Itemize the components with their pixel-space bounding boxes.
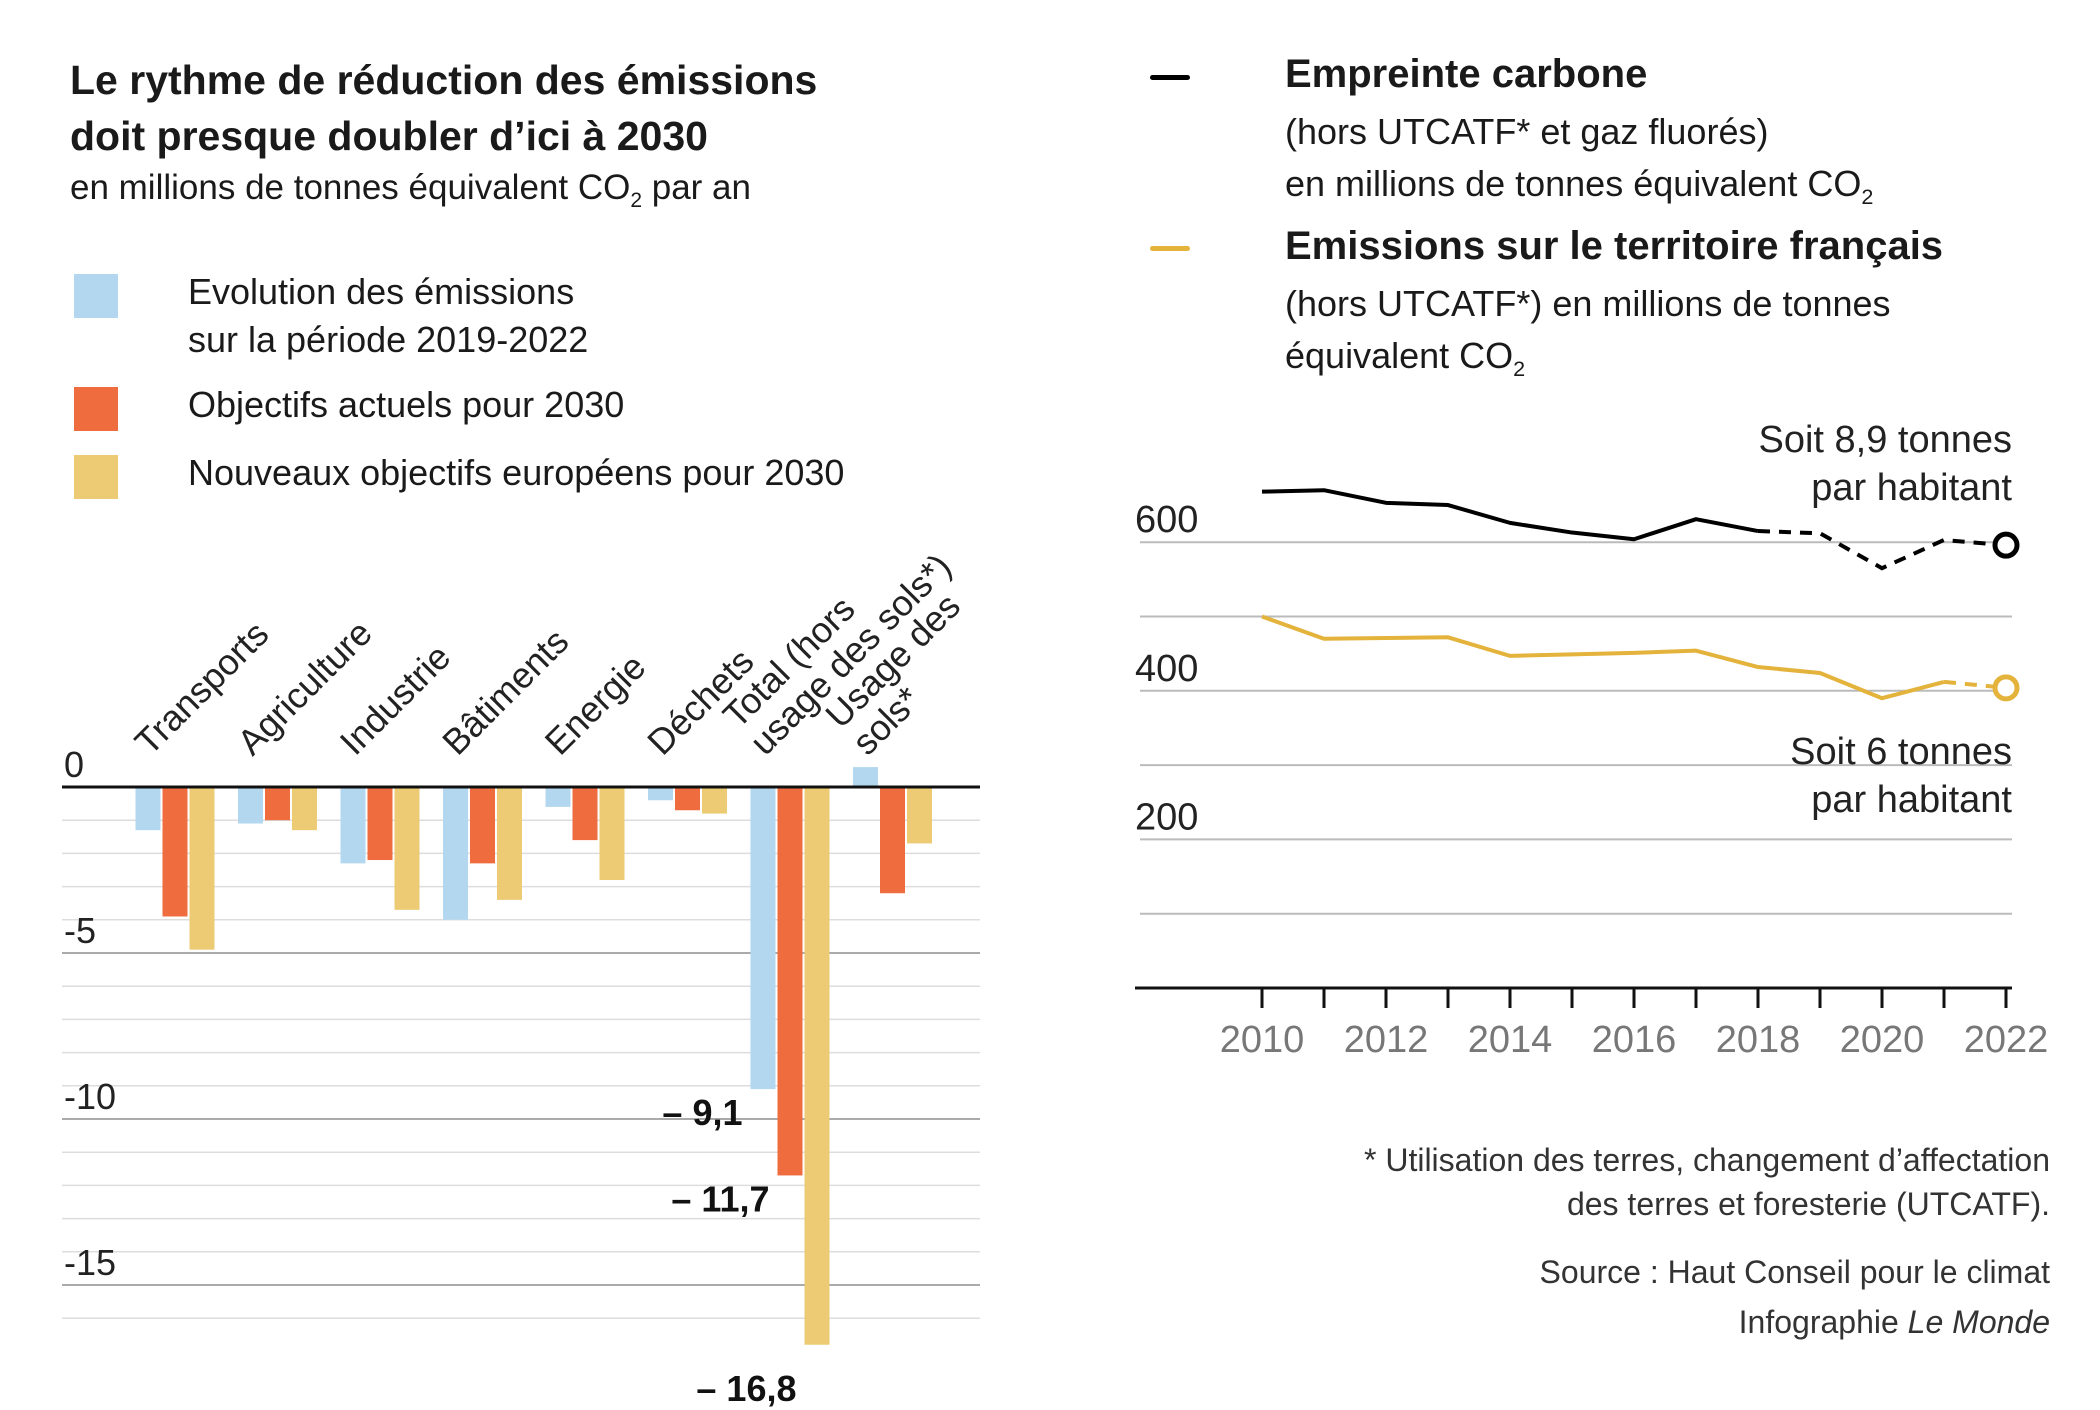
legend-line-black — [1150, 75, 1190, 80]
legend-swatch-orange — [74, 387, 118, 431]
line-x-tick-label: 2022 — [1964, 1019, 2049, 1061]
footnote-line1: * Utilisation des terres, changement d’a… — [1363, 1142, 2050, 1178]
source-text: Source : Haut Conseil pour le climat — [1539, 1254, 2050, 1290]
bar — [907, 787, 932, 844]
legend-label-line2: sur la période 2019-2022 — [188, 319, 589, 360]
legend-swatch-yellow — [74, 455, 118, 499]
total-data-label: – 16,8 — [696, 1368, 796, 1409]
bar — [599, 787, 625, 880]
total-data-label: – 9,1 — [662, 1092, 742, 1133]
bar — [750, 787, 776, 1090]
empreinte-line-solid — [1261, 488, 1759, 542]
legend-desc-empreinte: (hors UTCATF* et gaz fluorés) en million… — [1285, 106, 2065, 223]
bar — [777, 787, 803, 1176]
empreinte-line-dashed — [1757, 529, 1995, 571]
bar-y-tick-label: -5 — [64, 910, 96, 951]
legend-desc-emissions-2-sub: 2 — [1513, 356, 1526, 382]
legend-label-nouveaux-objectifs: Nouveaux objectifs européens pour 2030 — [188, 452, 845, 493]
footnote: * Utilisation des terres, changement d’a… — [1364, 1138, 2050, 1226]
credit-italic: Le Monde — [1907, 1304, 2050, 1340]
bar — [292, 787, 317, 831]
legend-desc-empreinte-2: en millions de tonnes équivalent CO2 — [1285, 158, 2065, 223]
line-y-tick-label: 600 — [1135, 499, 1198, 541]
legend-title-empreinte: Empreinte carbone — [1285, 52, 1648, 96]
legend-label-evolution: Evolution des émissions sur la période 2… — [188, 268, 1088, 364]
line-y-tick-label: 200 — [1135, 796, 1198, 838]
chart-title: Le rythme de réduction des émissions doi… — [70, 52, 817, 164]
annotation-emissions-2: par habitant — [1811, 779, 2012, 821]
line-x-tick-label: 2010 — [1220, 1019, 1305, 1061]
line-x-tick-label: 2012 — [1344, 1019, 1429, 1061]
credit-text: Infographie Le Monde — [1739, 1300, 2050, 1344]
legend-desc-empreinte-2-sub: 2 — [1861, 184, 1874, 210]
emissions-end-marker — [1992, 674, 2020, 702]
emissions-line-solid — [1261, 614, 1945, 701]
legend-line-gold — [1150, 246, 1190, 251]
bar — [497, 787, 522, 900]
bar — [367, 787, 393, 861]
bar — [265, 787, 290, 821]
line-x-tick-label: 2018 — [1716, 1019, 1801, 1061]
line-x-tick-label: 2014 — [1468, 1019, 1553, 1061]
chart-subtitle: en millions de tonnes équivalent CO2 par… — [70, 168, 751, 213]
legend-desc-emissions: (hors UTCATF*) en millions de tonnes équ… — [1285, 278, 2065, 395]
legend-label-line1: Evolution des émissions — [188, 271, 575, 312]
bar-y-tick-label: 0 — [64, 744, 84, 785]
annotation-emissions-1: Soit 6 tonnes — [1790, 731, 2012, 773]
empreinte-end-marker — [1992, 531, 2020, 559]
subtitle-text: en millions de tonnes équivalent CO — [70, 168, 631, 207]
line-x-tick-label: 2020 — [1840, 1019, 1925, 1061]
bar — [394, 787, 420, 910]
subtitle-suffix: par an — [642, 168, 751, 207]
legend-desc-empreinte-1: (hors UTCATF* et gaz fluorés) — [1285, 111, 1769, 152]
legend-title-emissions: Emissions sur le territoire français — [1285, 224, 1944, 268]
bar — [675, 787, 700, 811]
line-y-tick-label: 400 — [1135, 648, 1198, 690]
legend-desc-empreinte-2-text: en millions de tonnes équivalent CO — [1285, 163, 1862, 204]
legend-desc-emissions-1: (hors UTCATF*) en millions de tonnes — [1285, 283, 1891, 324]
legend-label-objectifs-actuels: Objectifs actuels pour 2030 — [188, 384, 625, 425]
legend-swatch-blue — [74, 274, 118, 318]
bar — [804, 787, 830, 1345]
bar — [238, 787, 263, 824]
bar — [880, 787, 905, 894]
annotation-empreinte-2: par habitant — [1811, 467, 2012, 509]
total-data-label: – 11,7 — [671, 1178, 769, 1219]
emissions-line-dashed — [1943, 679, 1995, 689]
bar — [135, 787, 161, 831]
bar — [702, 787, 727, 814]
annotation-empreinte-1: Soit 8,9 tonnes — [1758, 419, 2012, 461]
bar — [648, 787, 673, 801]
legend-desc-emissions-2: équivalent CO2 — [1285, 330, 2065, 395]
bar — [545, 787, 571, 807]
bar — [853, 767, 878, 787]
bar — [162, 787, 188, 917]
bar — [572, 787, 598, 841]
bar — [470, 787, 495, 864]
bar-y-tick-label: -15 — [64, 1242, 116, 1283]
subtitle-subscript: 2 — [630, 189, 643, 212]
footnote-line2: des terres et foresterie (UTCATF). — [1566, 1186, 2050, 1222]
bar — [443, 787, 468, 920]
title-line-1: Le rythme de réduction des émissions — [70, 57, 818, 103]
bar — [189, 787, 215, 950]
bar — [340, 787, 366, 864]
credit-prefix: Infographie — [1738, 1304, 1908, 1340]
title-line-2: doit presque doubler d’ici à 2030 — [70, 113, 708, 159]
line-x-tick-label: 2016 — [1592, 1019, 1677, 1061]
legend-desc-emissions-2-text: équivalent CO — [1285, 335, 1514, 376]
bar-y-tick-label: -10 — [64, 1076, 116, 1117]
